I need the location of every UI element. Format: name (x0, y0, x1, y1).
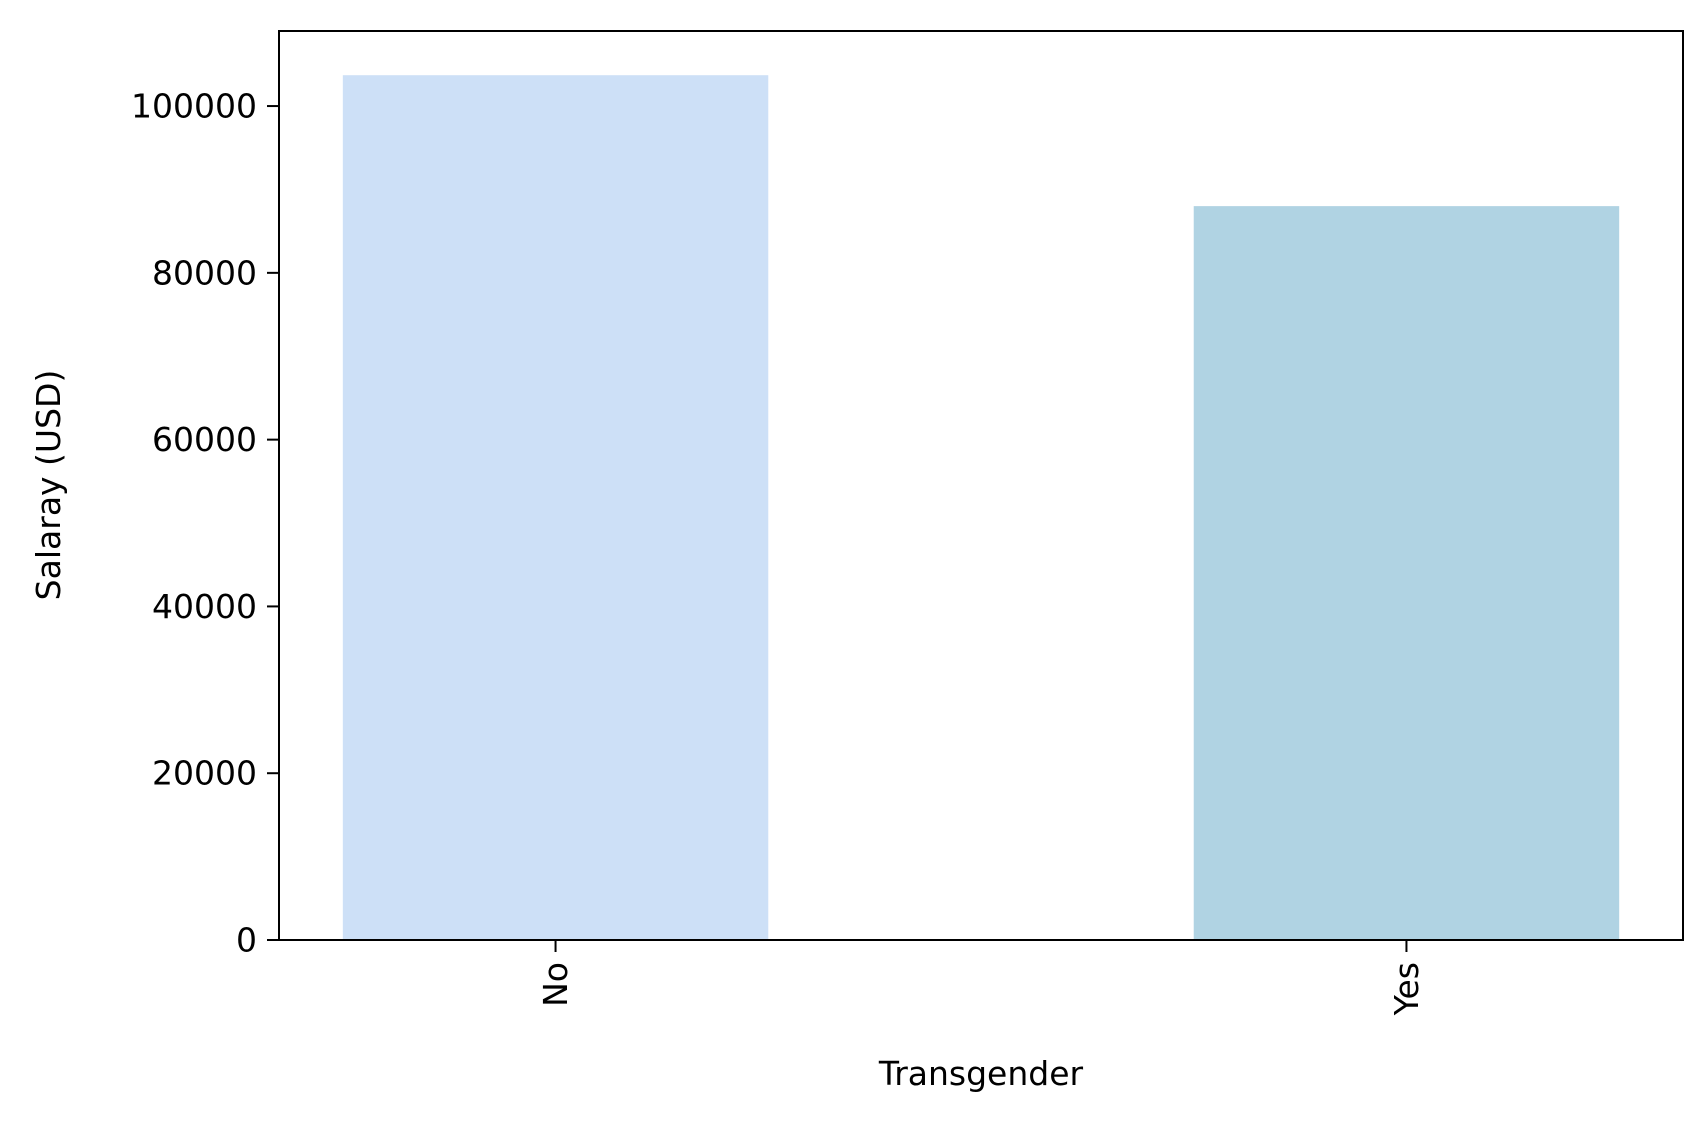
bar-yes (1193, 206, 1620, 941)
y-tick-label: 40000 (152, 587, 257, 626)
bar-no (342, 75, 769, 940)
x-axis: No Yes (536, 940, 1426, 1016)
y-tick-label: 100000 (131, 87, 257, 126)
y-axis: 0 20000 40000 60000 80000 100000 (131, 87, 279, 960)
x-axis-title: Transgender (878, 1054, 1084, 1093)
y-tick-label: 80000 (152, 253, 257, 292)
x-tick-label: Yes (1387, 962, 1426, 1016)
x-tick-label: No (536, 962, 575, 1007)
y-tick-label: 20000 (152, 754, 257, 793)
bars-layer (342, 75, 1620, 941)
plot-frame (278, 30, 1684, 941)
y-axis-title: Salaray (USD) (29, 370, 68, 601)
y-tick-label: 0 (236, 921, 257, 960)
y-tick-label: 60000 (152, 420, 257, 459)
